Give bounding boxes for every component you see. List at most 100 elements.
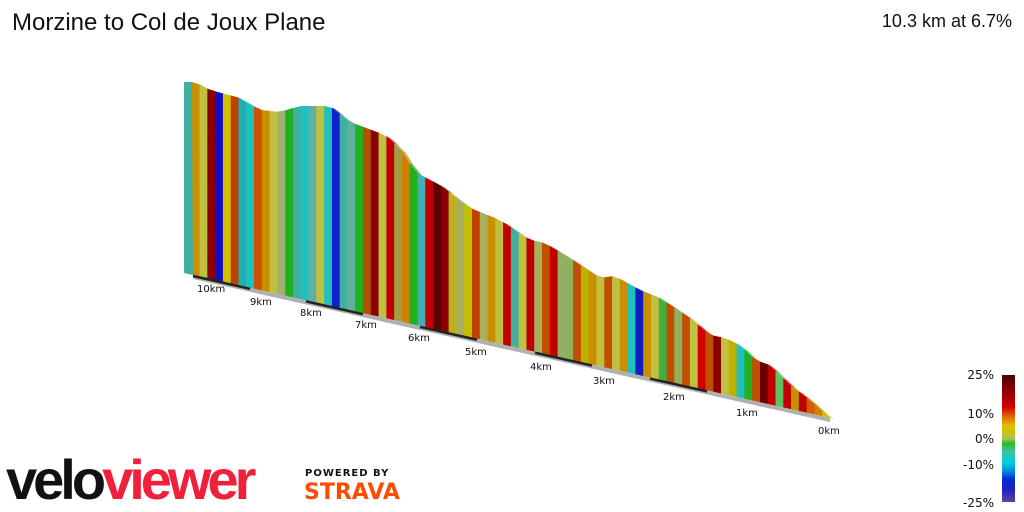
gradient-segment bbox=[417, 173, 426, 328]
distance-axis: 10km 9km 8km 7km 6km 5km 4km 3km 2km 1km 0km bbox=[192, 274, 840, 437]
gradient-segment bbox=[627, 283, 637, 375]
gradient-segment bbox=[604, 276, 613, 370]
gradient-segment bbox=[261, 110, 271, 293]
gradient-segment bbox=[464, 203, 473, 338]
gradient-segment bbox=[394, 142, 403, 323]
gradient-segment bbox=[495, 218, 504, 345]
gradient-segment bbox=[347, 119, 356, 312]
gradient-segment bbox=[363, 126, 372, 316]
gradient-segment bbox=[238, 97, 247, 288]
gradient-segment bbox=[246, 101, 255, 289]
legend-label-max: 25% bbox=[967, 368, 994, 382]
gradient-segment bbox=[759, 361, 769, 405]
gradient-segment bbox=[300, 106, 310, 302]
veloviewer-logo[interactable]: veloviewer bbox=[6, 452, 256, 508]
gradient-segment bbox=[557, 250, 566, 359]
page-title: Morzine to Col de Joux Plane bbox=[12, 9, 326, 36]
gradient-segment bbox=[479, 211, 489, 342]
x-tick-label: 3km bbox=[593, 376, 615, 387]
gradient-segment bbox=[254, 106, 263, 291]
gradient-segment bbox=[277, 110, 286, 296]
gradient-segment bbox=[409, 163, 419, 326]
logo-velo: velo bbox=[6, 448, 106, 511]
gradient-segment bbox=[635, 287, 644, 377]
gradient-segment bbox=[471, 208, 481, 340]
gradient-segment bbox=[650, 294, 660, 380]
gradient-segment bbox=[487, 215, 496, 344]
gradient-segment bbox=[775, 370, 784, 408]
gradient-segment bbox=[378, 132, 387, 319]
gradient-segment bbox=[215, 91, 224, 282]
gradient-segment bbox=[744, 349, 753, 401]
gradient-segment bbox=[689, 317, 699, 389]
x-tick-label: 8km bbox=[300, 308, 322, 319]
gradient-segment bbox=[425, 177, 434, 330]
gradient-segment bbox=[783, 378, 792, 410]
gradient-segment bbox=[510, 227, 520, 349]
gradient-segment bbox=[207, 88, 216, 281]
powered-by-label: POWERED BY bbox=[305, 468, 390, 479]
gradient-segment bbox=[565, 255, 574, 361]
gradient-segment bbox=[713, 335, 722, 394]
x-tick-label: 2km bbox=[663, 392, 685, 403]
gradient-segments bbox=[184, 82, 835, 420]
x-tick-label: 4km bbox=[530, 362, 552, 373]
x-tick-label: 10km bbox=[197, 284, 225, 295]
gradient-segment bbox=[199, 84, 208, 279]
logo-viewer: viewer bbox=[102, 448, 256, 511]
gradient-segment bbox=[612, 276, 621, 371]
gradient-segment bbox=[573, 260, 582, 363]
x-tick-label: 6km bbox=[408, 333, 430, 344]
gradient-segment bbox=[736, 343, 745, 399]
gradient-segment bbox=[316, 106, 325, 305]
gradient-segment bbox=[370, 129, 380, 317]
gradient-segment bbox=[440, 185, 450, 333]
gradient-segment bbox=[456, 197, 465, 337]
gradient-segment bbox=[728, 339, 738, 398]
gradient-segment bbox=[596, 275, 605, 368]
gradient-segment bbox=[503, 222, 512, 347]
gradient-segment bbox=[222, 93, 232, 284]
strava-logo[interactable]: STRAVA bbox=[304, 480, 400, 505]
gradient-segment bbox=[666, 302, 675, 384]
gradient-segment bbox=[619, 278, 629, 373]
gradient-segment bbox=[705, 331, 714, 392]
gradient-segment bbox=[401, 151, 411, 324]
gradient-segment bbox=[433, 181, 442, 331]
legend-label-10: 10% bbox=[967, 407, 994, 421]
gradient-segment bbox=[331, 107, 341, 309]
gradient-segment bbox=[542, 242, 551, 356]
gradient-segment bbox=[191, 82, 201, 277]
gradient-segment bbox=[448, 191, 458, 335]
gradient-segment bbox=[767, 364, 777, 406]
gradient-segment bbox=[324, 106, 333, 307]
gradient-segment bbox=[822, 410, 831, 419]
gradient-segment bbox=[682, 312, 691, 387]
gradient-segment bbox=[285, 107, 294, 298]
gradient-segment bbox=[308, 106, 317, 303]
x-tick-label: 7km bbox=[355, 320, 377, 331]
gradient-segment bbox=[339, 113, 349, 310]
legend-label-0: 0% bbox=[974, 432, 994, 446]
x-tick-label: 9km bbox=[250, 297, 272, 308]
gradient-segment bbox=[526, 237, 535, 352]
gradient-segment bbox=[588, 270, 598, 366]
gradient-segment bbox=[580, 265, 590, 364]
legend-label-min: -25% bbox=[962, 496, 994, 510]
x-tick-label: 5km bbox=[465, 347, 487, 358]
gradient-segment bbox=[355, 123, 364, 314]
gradient-segment bbox=[721, 337, 730, 396]
legend-label-neg10: -10% bbox=[962, 458, 994, 472]
gradient-segment bbox=[534, 240, 543, 354]
gradient-segment bbox=[643, 291, 652, 378]
x-tick-label: 0km bbox=[818, 426, 840, 437]
gradient-segment bbox=[798, 391, 808, 413]
gradient-legend-bar bbox=[1002, 375, 1015, 502]
gradient-segment bbox=[658, 297, 668, 382]
gradient-segment bbox=[697, 324, 707, 391]
gradient-segment bbox=[674, 307, 683, 385]
gradient-segment bbox=[549, 245, 559, 357]
gradient-segment bbox=[814, 403, 823, 417]
gradient-segment bbox=[752, 357, 761, 403]
